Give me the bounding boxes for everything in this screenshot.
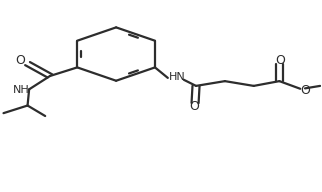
Text: O: O: [301, 84, 311, 97]
Text: O: O: [275, 54, 285, 67]
Text: O: O: [189, 100, 199, 113]
Text: NH: NH: [13, 85, 30, 95]
Text: HN: HN: [168, 72, 185, 82]
Text: O: O: [15, 54, 25, 67]
